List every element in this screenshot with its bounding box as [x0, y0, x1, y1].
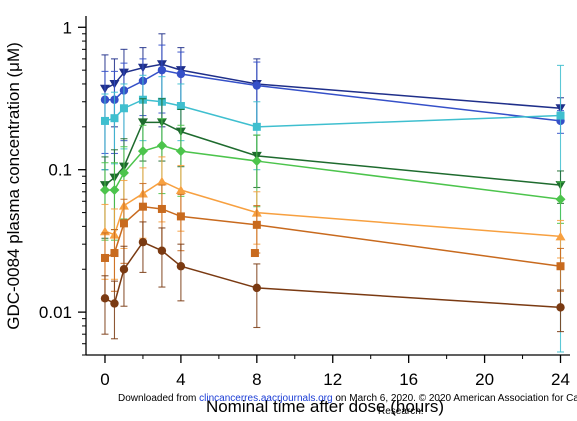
data-point-extra — [250, 249, 259, 258]
data-point — [137, 118, 148, 127]
data-point — [157, 246, 167, 255]
data-point — [175, 185, 186, 195]
download-notice-suffix: on March 6, 2020. © 2020 American Associ… — [333, 393, 577, 404]
series-8 — [100, 221, 565, 340]
x-tick-label: 12 — [323, 370, 342, 389]
data-point — [110, 114, 119, 123]
series-3 — [100, 64, 565, 353]
series-line — [104, 144, 561, 201]
data-point — [119, 104, 128, 113]
x-tick-label: 0 — [100, 370, 109, 389]
x-tick-label: 8 — [252, 370, 261, 389]
download-notice-link[interactable]: clincancerres.aacrjournals.org — [199, 393, 332, 404]
data-point — [556, 262, 565, 271]
data-point — [118, 167, 129, 178]
data-point — [99, 185, 110, 196]
series-line — [104, 241, 561, 309]
data-point — [137, 146, 148, 157]
series-6 — [99, 156, 566, 280]
data-point — [100, 294, 110, 303]
x-tick-label: 24 — [551, 370, 570, 389]
download-notice-line2: Research. — [378, 406, 424, 417]
data-point — [119, 265, 129, 274]
data-point — [175, 146, 186, 157]
y-axis-ticks: 0.01 0.1 1 — [39, 18, 86, 356]
x-tick-label: 4 — [176, 370, 185, 389]
data-point — [119, 219, 128, 228]
data-point — [100, 116, 109, 125]
y-axis-label: GDC-0084 plasma concentration (μM) — [4, 42, 23, 330]
y-tick-label: 0.1 — [48, 161, 72, 180]
series-2 — [100, 44, 565, 155]
series-line — [104, 63, 561, 110]
data-point — [252, 122, 261, 131]
data-point — [176, 212, 185, 221]
data-point — [100, 253, 109, 262]
series-line — [104, 205, 561, 267]
series-line — [104, 180, 561, 238]
data-point — [110, 249, 119, 258]
data-point — [138, 237, 148, 247]
data-point — [252, 283, 262, 293]
data-point — [251, 156, 262, 167]
data-point — [555, 231, 566, 241]
download-notice: Downloaded from clincancerres.aacrjourna… — [118, 393, 577, 417]
data-point — [157, 65, 167, 75]
data-point — [110, 299, 119, 308]
series-7 — [100, 182, 565, 302]
data-point — [252, 220, 261, 229]
data-point — [556, 303, 565, 312]
download-notice-text: Downloaded from clincancerres.aacrjourna… — [118, 393, 577, 404]
x-tick-label: 20 — [475, 370, 494, 389]
series-line — [104, 69, 561, 122]
data-point — [156, 176, 167, 186]
data-point — [157, 204, 166, 213]
x-axis-label: Nominal time after dose (hours) — [206, 397, 444, 416]
series-line — [104, 121, 561, 186]
data-point — [176, 262, 186, 271]
x-tick-label: 16 — [399, 370, 418, 389]
series-layer — [99, 33, 566, 353]
y-tick-label: 0.01 — [39, 303, 72, 322]
data-point — [176, 102, 185, 111]
series-1 — [99, 33, 566, 171]
data-point — [176, 69, 186, 79]
series-4 — [99, 98, 566, 239]
data-point — [109, 185, 120, 196]
data-point — [156, 140, 167, 151]
download-notice-prefix: Downloaded from — [118, 393, 199, 404]
y-tick-label: 1 — [63, 18, 72, 37]
data-point — [555, 194, 566, 205]
data-point — [556, 111, 565, 120]
data-point — [138, 202, 147, 211]
data-point — [252, 81, 262, 90]
x-axis-ticks: 0 4 8 12 16 20 24 — [100, 355, 570, 389]
axes — [85, 16, 570, 356]
